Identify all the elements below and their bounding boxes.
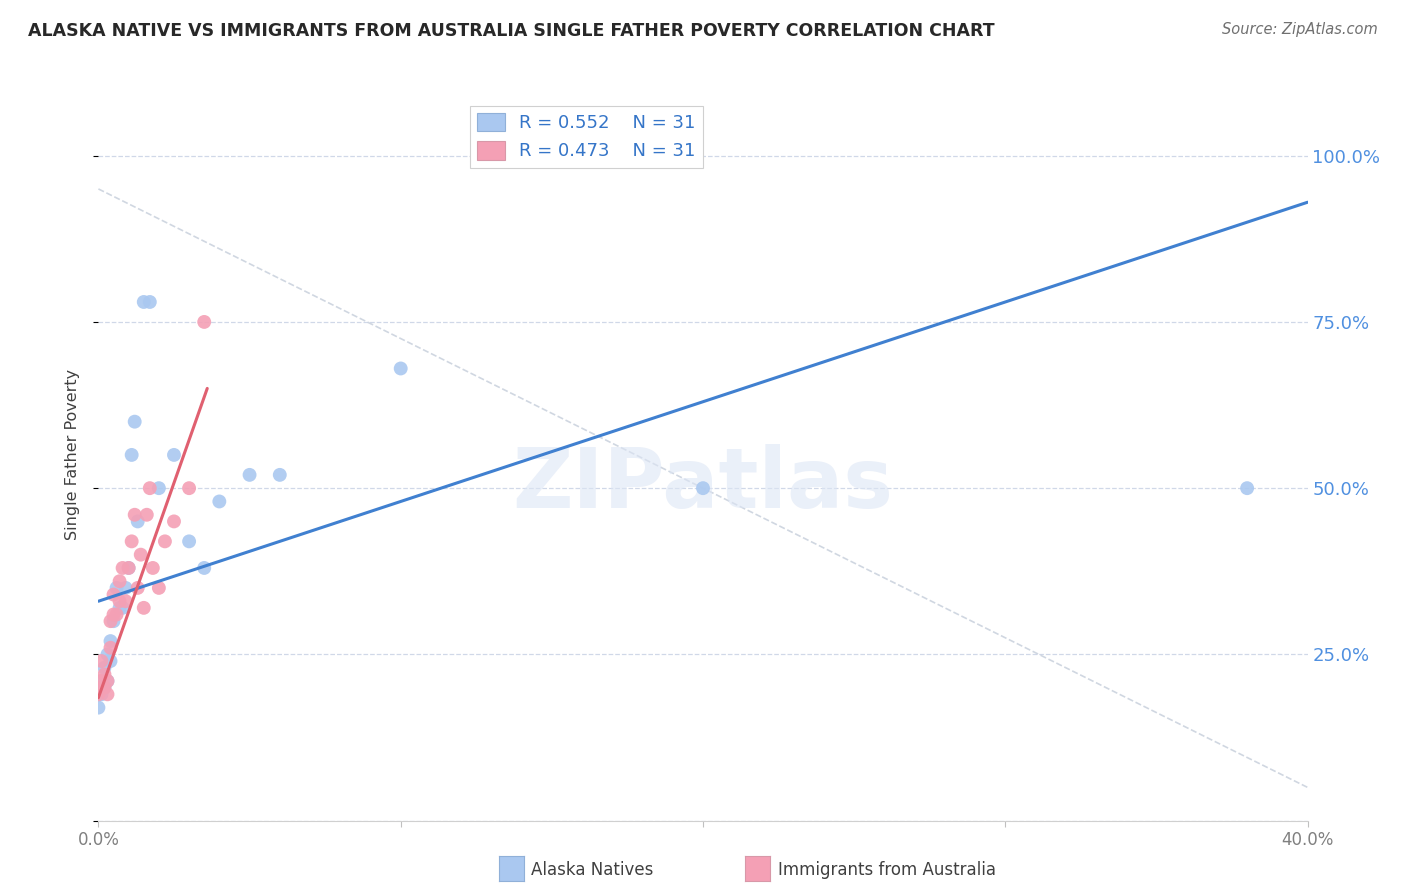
Point [132,295,155,310]
Text: Alaska Natives: Alaska Natives [531,861,654,879]
Point [139,481,162,495]
Point [389,361,412,376]
Point [193,561,215,575]
Point [127,581,149,595]
Point [118,561,141,575]
Point [129,548,152,562]
Point [90,654,112,668]
Point [124,415,146,429]
Point [96,673,118,688]
Point [96,687,118,701]
Point [121,448,143,462]
Point [93,667,115,681]
Point [103,607,125,622]
Point [121,534,143,549]
Point [108,600,131,615]
Point [132,600,155,615]
Point [179,534,201,549]
Y-axis label: Single Father Poverty: Single Father Poverty [65,369,80,541]
Text: Immigrants from Australia: Immigrants from Australia [778,861,995,879]
Point [193,315,215,329]
Point [208,494,231,508]
Point [100,640,122,655]
Point [105,607,128,622]
Point [118,561,141,575]
Point [269,467,291,482]
Point [148,481,170,495]
Point [90,681,112,695]
Point [93,661,115,675]
Text: ZIPatlas: ZIPatlas [513,443,893,524]
Text: ALASKA NATIVE VS IMMIGRANTS FROM AUSTRALIA SINGLE FATHER POVERTY CORRELATION CHA: ALASKA NATIVE VS IMMIGRANTS FROM AUSTRAL… [28,22,995,40]
Point [87,687,110,701]
Point [124,508,146,522]
Point [100,634,122,648]
Point [114,594,136,608]
Point [108,594,131,608]
Point [481,149,503,163]
Point [163,448,186,462]
Point [105,581,128,595]
Point [148,581,170,595]
Point [93,681,115,695]
Point [90,687,112,701]
Point [96,648,118,662]
Point [142,561,165,575]
Point [100,614,122,628]
Point [108,574,131,589]
Point [239,467,262,482]
Point [111,600,134,615]
Point [87,700,110,714]
Point [90,673,112,688]
Point [93,681,115,695]
Point [114,581,136,595]
Point [111,561,134,575]
Point [96,673,118,688]
Point [103,614,125,628]
Point [163,515,186,529]
Point [153,534,176,549]
Point [135,508,157,522]
Text: Source: ZipAtlas.com: Source: ZipAtlas.com [1222,22,1378,37]
Point [179,481,201,495]
Point [692,481,714,495]
Point [100,654,122,668]
Point [139,295,162,310]
Point [90,673,112,688]
Point [103,588,125,602]
Legend: R = 0.552    N = 31, R = 0.473    N = 31: R = 0.552 N = 31, R = 0.473 N = 31 [470,105,703,168]
Point [1236,481,1258,495]
Point [127,515,149,529]
